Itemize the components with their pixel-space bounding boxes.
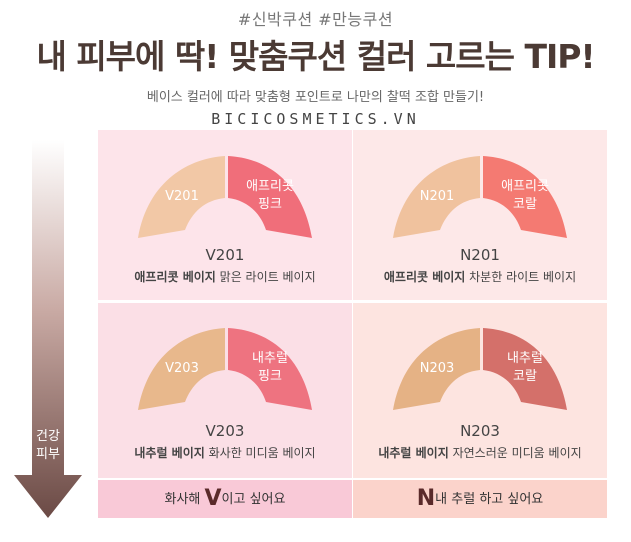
- footer-v-letter: V: [204, 486, 222, 511]
- title-v201: V201: [205, 246, 245, 264]
- desc-rest-n203: 자연스러운 미디움 베이지: [448, 446, 582, 460]
- swatch-v203: V203 내추럴 핑크: [138, 328, 312, 410]
- desc-bold-n203: 내추럴 베이지: [378, 446, 449, 460]
- desc-bold-v201: 애프리콧 베이지: [134, 270, 216, 284]
- headline: 내 피부에 딱! 맞춤쿠션 컬러 고르는 TIP!: [36, 37, 595, 76]
- point-label-n201-line2: 코랄: [513, 197, 537, 212]
- base-swatch-n203: [393, 328, 480, 410]
- base-label-n203: N203: [420, 361, 455, 376]
- gradient-arrow-icon: [14, 140, 82, 518]
- desc-bold-v203: 내추럴 베이지: [134, 446, 205, 460]
- swatch-n201: N201 애프리콧 코랄: [393, 156, 567, 238]
- title-n201: N201: [460, 246, 500, 264]
- point-label-n203-line2: 코랄: [513, 369, 537, 384]
- base-label-v201: V201: [165, 189, 199, 204]
- desc-rest-v203: 화사한 미디움 베이지: [204, 446, 316, 460]
- base-swatch-v201: [138, 156, 225, 238]
- footer-n-letter: N: [416, 486, 436, 511]
- base-label-v203: V203: [165, 361, 199, 376]
- desc-bold-n201: 애프리콧 베이지: [383, 270, 466, 284]
- base-label-n201: N201: [420, 189, 455, 204]
- point-label-v203-line2: 핑크: [258, 369, 282, 384]
- title-v203: V203: [205, 422, 245, 440]
- side-label-healthy: 건강 피부: [18, 428, 78, 464]
- footer-v-tone: 화사해 V이고 싶어요: [98, 480, 352, 518]
- side-label-healthy-line2: 피부: [36, 447, 60, 462]
- title-n203: N203: [460, 422, 500, 440]
- subline: 베이스 컬러에 따라 맞춤형 포인트로 나만의 찰떡 조합 만들기!: [146, 90, 485, 105]
- swatch-n203: N203 내추럴 코랄: [393, 328, 567, 410]
- point-label-v201-line1: 애프리콧: [246, 179, 294, 194]
- swatch-v201: V201 애프리콧 핑크: [138, 156, 312, 238]
- side-label-healthy-line1: 건강: [36, 429, 60, 444]
- point-swatch-n201: [483, 156, 567, 238]
- desc-n203: 내추럴 베이지 자연스러운 미디움 베이지: [353, 444, 607, 461]
- point-label-v203-line1: 내추럴: [252, 351, 288, 366]
- point-swatch-n203: [483, 328, 567, 410]
- point-swatch-v203: [228, 328, 312, 410]
- footer-v-post: 이고 싶어요: [221, 492, 286, 507]
- point-swatch-v201: [228, 156, 312, 238]
- base-swatch-n201: [393, 156, 480, 238]
- desc-n201: 애프리콧 베이지 차분한 라이트 베이지: [353, 268, 607, 285]
- footer-n-post: 내 추럴 하고 싶어요: [435, 492, 544, 507]
- base-swatch-v203: [138, 328, 225, 410]
- watermark: BICICOSMETICS.VN: [211, 110, 420, 128]
- point-label-v201-line2: 핑크: [258, 197, 282, 212]
- footer-n-tone: N내 추럴 하고 싶어요: [353, 480, 607, 518]
- desc-v201: 애프리콧 베이지 맑은 라이트 베이지: [98, 268, 352, 285]
- hashtags: #신박쿠션 #만능쿠션: [237, 10, 394, 29]
- point-label-n201-line1: 애프리콧: [501, 179, 549, 194]
- desc-v203: 내추럴 베이지 화사한 미디움 베이지: [98, 444, 352, 461]
- point-label-n203-line1: 내추럴: [507, 351, 543, 366]
- footer-v-pre: 화사해: [164, 492, 205, 507]
- desc-rest-n201: 차분한 라이트 베이지: [465, 270, 577, 284]
- desc-rest-v201: 맑은 라이트 베이지: [215, 270, 316, 284]
